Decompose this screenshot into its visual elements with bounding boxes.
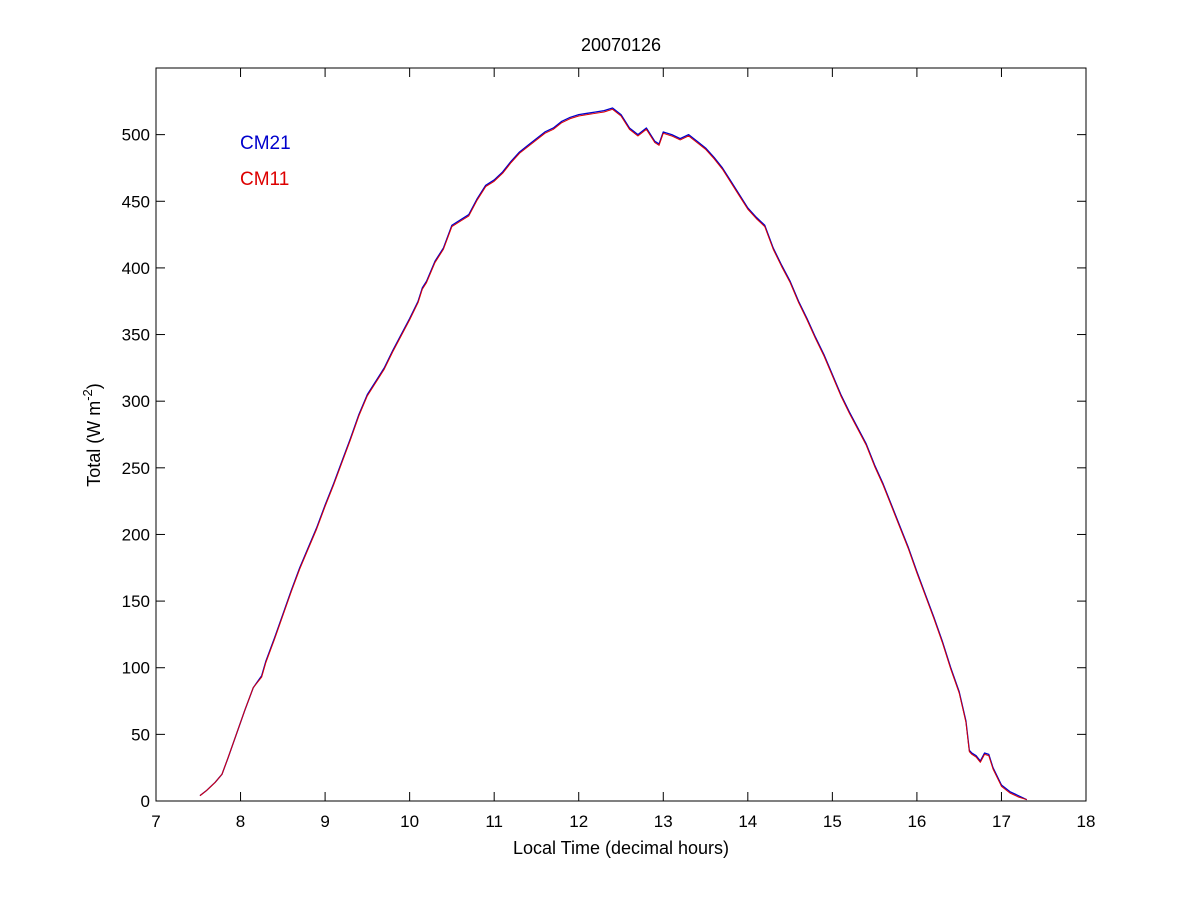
y-tick-label: 500 — [122, 126, 150, 145]
y-tick-label: 400 — [122, 259, 150, 278]
x-tick-label: 9 — [320, 812, 329, 831]
y-axis-title-suffix: ) — [84, 383, 104, 389]
x-tick-label: 12 — [569, 812, 588, 831]
y-axis-title: Total (W m-2) — [80, 383, 104, 487]
y-tick-label: 0 — [141, 792, 150, 811]
x-axis-title: Local Time (decimal hours) — [513, 838, 729, 858]
y-tick-label: 150 — [122, 592, 150, 611]
y-tick-label: 450 — [122, 192, 150, 211]
y-axis-title-prefix: Total (W m — [84, 401, 104, 487]
chart-title: 20070126 — [581, 35, 661, 55]
x-tick-label: 17 — [992, 812, 1011, 831]
x-tick-label: 13 — [654, 812, 673, 831]
x-tick-label: 16 — [907, 812, 926, 831]
x-tick-label: 10 — [400, 812, 419, 831]
y-tick-label: 200 — [122, 525, 150, 544]
plot-background — [156, 68, 1086, 801]
series-line-cm11 — [199, 108, 1027, 801]
legend-entry-cm11: CM11 — [240, 169, 289, 190]
y-axis-title-superscript: -2 — [80, 389, 95, 401]
y-tick-label: 50 — [131, 725, 150, 744]
ticks-layer: 7 8 9 10 11 12 13 14 15 16 17 18 0 50 100 150 200 250 300 3… — [122, 68, 1096, 831]
x-tick-label: 15 — [823, 812, 842, 831]
y-tick-label: 250 — [122, 459, 150, 478]
plot-frame — [155, 67, 1087, 802]
x-tick-label: 14 — [738, 812, 757, 831]
x-tick-label: 18 — [1077, 812, 1096, 831]
x-tick-label: 8 — [236, 812, 245, 831]
series-layer — [199, 107, 1028, 801]
x-tick-label: 7 — [151, 812, 160, 831]
legend-entry-cm21: CM21 — [240, 133, 291, 154]
y-tick-label: 350 — [122, 326, 150, 345]
y-tick-label: 300 — [122, 392, 150, 411]
y-tick-label: 100 — [122, 659, 150, 678]
x-tick-label: 11 — [485, 812, 503, 831]
